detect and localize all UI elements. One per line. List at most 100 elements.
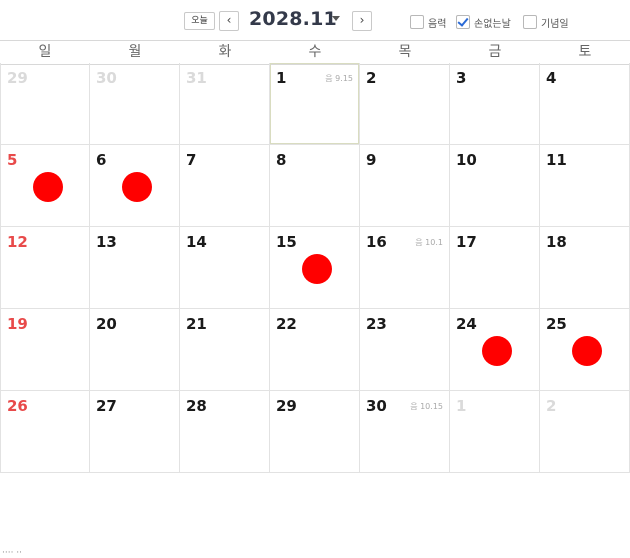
calendar-day-cell[interactable]: 3 — [450, 63, 540, 145]
calendar-day-cell[interactable]: 29 — [270, 391, 360, 473]
day-number: 14 — [186, 233, 207, 251]
calendar-day-cell[interactable]: 18 — [540, 227, 630, 309]
calendar-day-cell[interactable]: 27 — [90, 391, 180, 473]
weekday-label: 수 — [308, 44, 322, 60]
event-marker — [482, 336, 512, 366]
day-number: 1 — [276, 69, 287, 87]
day-number: 21 — [186, 315, 207, 333]
event-marker — [122, 172, 152, 202]
calendar-day-cell[interactable]: 8 — [270, 145, 360, 227]
day-number: 22 — [276, 315, 297, 333]
calendar-day-cell[interactable]: 20 — [90, 309, 180, 391]
weekday-label: 화 — [218, 44, 232, 60]
today-button[interactable]: 오늘 — [184, 12, 215, 30]
day-number: 25 — [546, 315, 567, 333]
sonless-day-label: 손없는날 — [474, 19, 511, 30]
day-number: 12 — [7, 233, 28, 251]
day-number: 3 — [456, 69, 467, 87]
chevron-left-icon: ‹ — [226, 13, 232, 27]
lunar-date: 음 10.15 — [410, 402, 443, 411]
calendar-day-cell[interactable]: 30 음 10.15 — [360, 391, 450, 473]
sonless-day-checkbox[interactable] — [456, 15, 470, 29]
calendar-day-cell[interactable]: 29 — [0, 63, 90, 145]
calendar-day-cell[interactable]: 16 음 10.1 — [360, 227, 450, 309]
day-number: 8 — [276, 151, 287, 169]
next-month-button[interactable]: › — [352, 11, 372, 31]
calendar-day-cell[interactable]: 28 — [180, 391, 270, 473]
calendar-day-cell[interactable]: 17 — [450, 227, 540, 309]
day-number: 7 — [186, 151, 197, 169]
calendar-day-cell[interactable]: 7 — [180, 145, 270, 227]
day-number: 31 — [186, 69, 207, 87]
calendar-day-cell[interactable]: 24 — [450, 309, 540, 391]
day-number: 2 — [546, 397, 557, 415]
day-number: 18 — [546, 233, 567, 251]
day-number: 29 — [7, 69, 28, 87]
day-number: 10 — [456, 151, 477, 169]
calendar-day-cell[interactable]: 1 음 9.15 — [270, 63, 360, 145]
calendar-day-cell[interactable]: 25 — [540, 309, 630, 391]
calendar-day-cell[interactable]: 4 — [540, 63, 630, 145]
day-number: 29 — [276, 397, 297, 415]
day-number: 24 — [456, 315, 477, 333]
prev-month-button[interactable]: ‹ — [219, 11, 239, 31]
day-number: 4 — [546, 69, 557, 87]
day-number: 26 — [7, 397, 28, 415]
calendar-day-cell[interactable]: 12 — [0, 227, 90, 309]
day-number: 11 — [546, 151, 567, 169]
day-number: 23 — [366, 315, 387, 333]
calendar-day-cell[interactable]: 31 — [180, 63, 270, 145]
day-number: 2 — [366, 69, 377, 87]
month-title[interactable]: 2028.11 — [249, 8, 337, 30]
day-number: 9 — [366, 151, 377, 169]
weekday-label: 월 — [128, 44, 142, 60]
lunar-checkbox[interactable] — [410, 15, 424, 29]
calendar-day-cell[interactable]: 2 — [540, 391, 630, 473]
day-number: 1 — [456, 397, 467, 415]
day-number: 28 — [186, 397, 207, 415]
calendar-day-cell[interactable]: 21 — [180, 309, 270, 391]
day-number: 13 — [96, 233, 117, 251]
calendar-day-cell[interactable]: 19 — [0, 309, 90, 391]
event-marker — [302, 254, 332, 284]
calendar-day-cell[interactable]: 26 — [0, 391, 90, 473]
calendar-day-cell[interactable]: 9 — [360, 145, 450, 227]
lunar-date: 음 10.1 — [415, 238, 443, 247]
chevron-right-icon: › — [359, 13, 365, 27]
chevron-down-icon[interactable] — [332, 16, 340, 21]
event-marker — [572, 336, 602, 366]
day-number: 19 — [7, 315, 28, 333]
weekday-label: 일 — [38, 44, 52, 60]
calendar-day-cell[interactable]: 13 — [90, 227, 180, 309]
calendar-day-cell[interactable]: 1 — [450, 391, 540, 473]
calendar-day-cell[interactable]: 2 — [360, 63, 450, 145]
calendar-day-cell[interactable]: 6 — [90, 145, 180, 227]
calendar-day-cell[interactable]: 14 — [180, 227, 270, 309]
footer-text: ···· ·· — [2, 548, 23, 558]
calendar-day-cell[interactable]: 5 — [0, 145, 90, 227]
calendar-day-cell[interactable]: 11 — [540, 145, 630, 227]
day-number: 17 — [456, 233, 477, 251]
day-number: 5 — [7, 151, 18, 169]
day-number: 30 — [96, 69, 117, 87]
day-number: 6 — [96, 151, 107, 169]
calendar-toolbar: 오늘 ‹ 2028.11 › 음력 손없는날 기념일 — [0, 0, 630, 40]
lunar-date: 음 9.15 — [325, 74, 353, 83]
calendar-day-cell[interactable]: 15 — [270, 227, 360, 309]
day-number: 15 — [276, 233, 297, 251]
day-number: 20 — [96, 315, 117, 333]
calendar-day-cell[interactable]: 10 — [450, 145, 540, 227]
weekday-label: 금 — [488, 44, 502, 60]
lunar-label: 음력 — [428, 19, 447, 30]
day-number: 30 — [366, 397, 387, 415]
calendar-day-cell[interactable]: 23 — [360, 309, 450, 391]
event-marker — [33, 172, 63, 202]
anniversary-label: 기념일 — [541, 19, 569, 30]
day-number: 16 — [366, 233, 387, 251]
anniversary-checkbox[interactable] — [523, 15, 537, 29]
weekday-label: 토 — [578, 44, 592, 60]
calendar-day-cell[interactable]: 22 — [270, 309, 360, 391]
calendar-day-cell[interactable]: 30 — [90, 63, 180, 145]
